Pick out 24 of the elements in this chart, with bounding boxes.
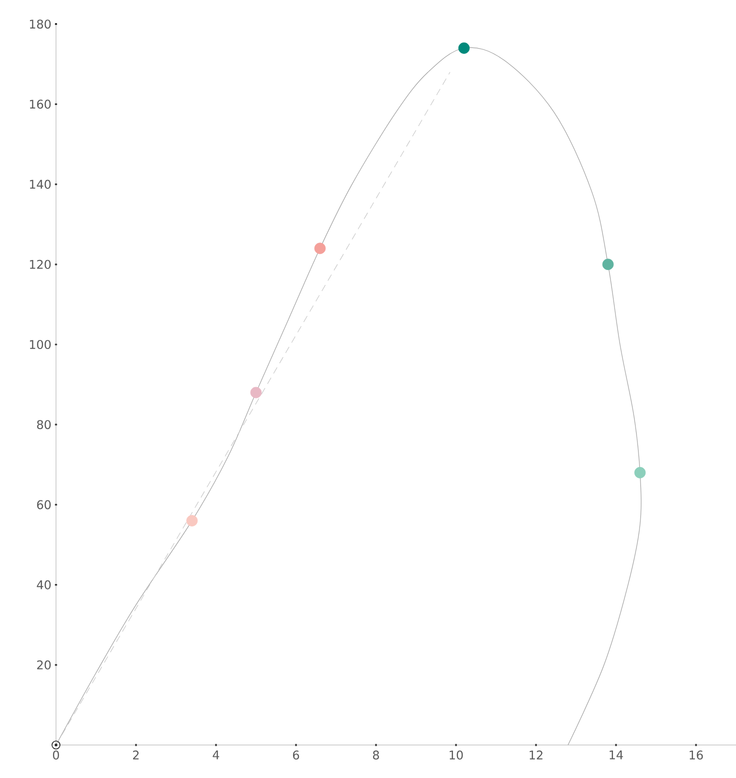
point [458, 42, 470, 54]
y-tick-label: 40 [36, 580, 51, 590]
x-tick-label: 6 [293, 750, 300, 760]
y-tick-label: 120 [30, 260, 51, 269]
y-tick-label: 60 [37, 500, 51, 510]
point [250, 386, 262, 398]
y-tick-label: 80 [37, 420, 51, 430]
y-tick-label: 160 [30, 100, 51, 109]
y-tick-label: 20 [37, 660, 51, 670]
point [634, 466, 646, 478]
x-tick-label: 14 [610, 750, 623, 760]
x-tick-label: 4 [212, 750, 220, 760]
x-tick-label: 8 [373, 750, 379, 760]
x-tick-label: 10 [450, 750, 463, 760]
x-tick-label: 12 [530, 750, 542, 760]
y-tick-label: 180 [30, 20, 51, 29]
x-tick-label: 0 [52, 750, 60, 760]
y-tick-label: 100 [30, 340, 51, 350]
point [186, 515, 198, 526]
point [314, 242, 326, 254]
x-tick-label: 2 [133, 750, 139, 760]
point [602, 258, 614, 270]
y-tick-label: 140 [30, 180, 51, 189]
x-tick-label: 16 [690, 750, 703, 760]
